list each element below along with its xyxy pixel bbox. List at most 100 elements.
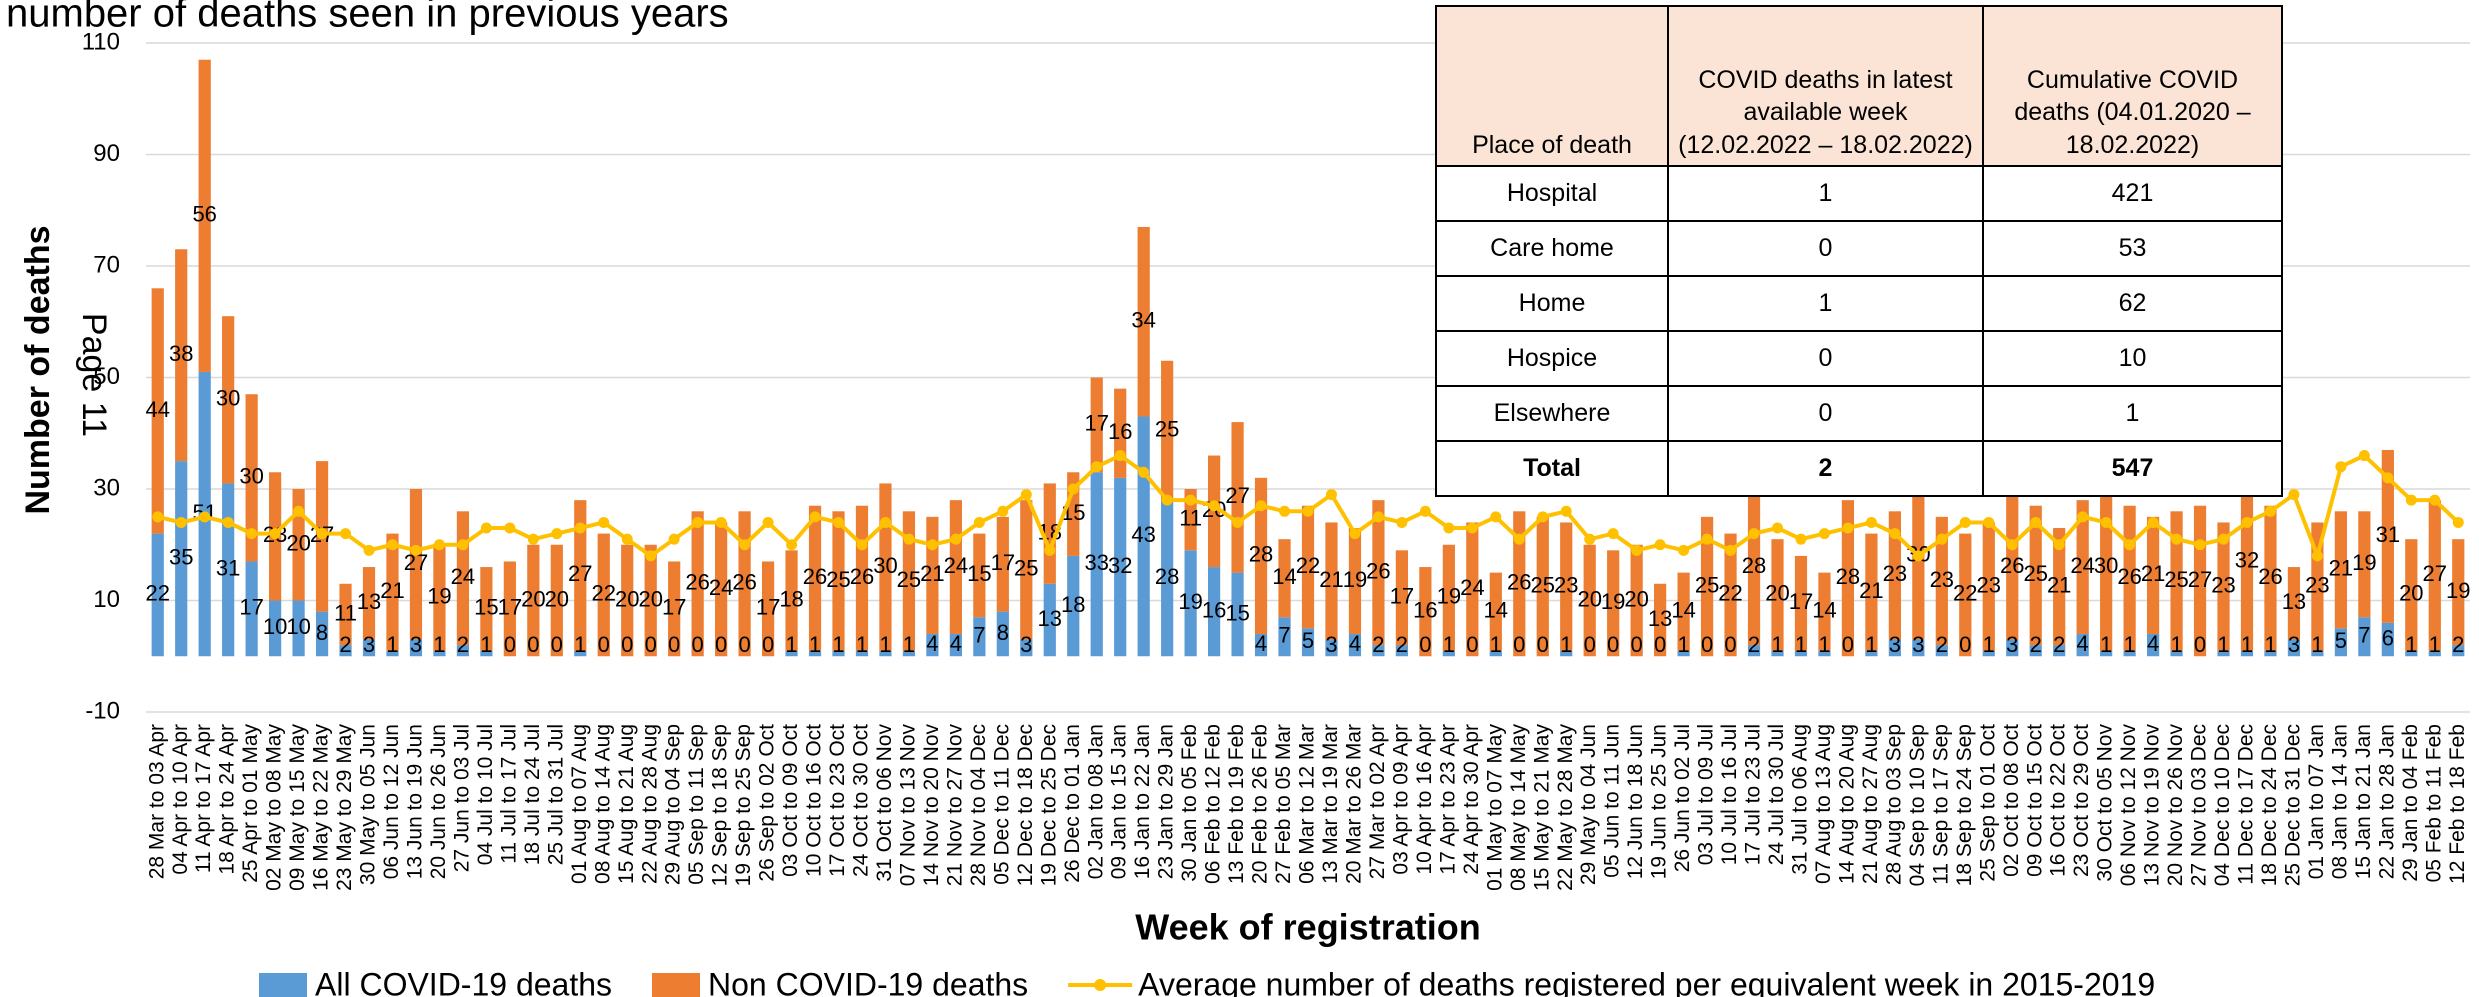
data-label: 17 <box>498 595 522 620</box>
data-label: 43 <box>1131 522 1155 547</box>
data-label: 1 <box>903 632 915 657</box>
x-tick-label: 16 Jan to 22 Jan <box>1131 724 1154 879</box>
x-tick-label: 27 Feb to 05 Mar <box>1272 724 1295 884</box>
data-label: 27 <box>2423 561 2447 586</box>
data-label: 19 <box>2352 550 2376 575</box>
bar-segment <box>2076 633 2089 657</box>
data-label: 1 <box>1983 632 1995 657</box>
x-tick-label: 20 Mar to 26 Mar <box>1342 724 1365 884</box>
data-label: 19 <box>1343 567 1367 592</box>
data-label: 24 <box>2070 553 2094 578</box>
bar-segment <box>1536 516 1549 657</box>
bar-segment <box>1841 500 1855 657</box>
data-label: 13 <box>357 589 381 614</box>
bar-segment <box>2217 650 2230 657</box>
average-marker <box>2030 516 2042 528</box>
data-label: 1 <box>433 632 445 657</box>
bar-segment <box>1137 226 1150 417</box>
data-label: 35 <box>169 545 193 570</box>
chart-title: number of deaths seen in previous years <box>6 0 729 36</box>
average-marker <box>1912 550 1924 562</box>
data-label: 5 <box>1302 628 1314 653</box>
data-label: 17 <box>1390 584 1414 609</box>
data-label: 25 <box>1155 416 1179 441</box>
x-tick-label: 29 Aug to 04 Sep <box>662 724 685 885</box>
data-label: 21 <box>2329 556 2353 581</box>
data-label: 27 <box>1225 483 1249 508</box>
data-label: 1 <box>1443 632 1455 657</box>
data-label: 4 <box>2077 631 2089 656</box>
x-tick-label: 26 Jun to 02 Jul <box>1671 724 1694 872</box>
bar-segment <box>2264 650 2277 657</box>
bar-segment <box>433 650 446 657</box>
x-tick-label: 03 Jul to 09 Jul <box>1695 724 1718 865</box>
average-marker <box>833 516 845 528</box>
data-label: 34 <box>1131 308 1155 333</box>
average-marker <box>2405 494 2417 506</box>
average-marker <box>1091 461 1103 473</box>
x-tick-label: 05 Dec to 11 Dec <box>990 724 1013 885</box>
x-tick-label: 18 Apr to 24 Apr <box>216 724 239 875</box>
data-label: 17 <box>239 595 263 620</box>
x-tick-label: 03 Oct to 09 Oct <box>779 724 802 877</box>
average-marker <box>457 539 469 551</box>
data-label: 11 <box>1179 505 1202 530</box>
data-label: 20 <box>1765 581 1789 606</box>
bar-segment <box>597 533 610 657</box>
x-tick-label: 22 May to 28 May <box>1554 724 1577 891</box>
bar-segment <box>2053 645 2066 657</box>
data-label: 0 <box>1466 632 1478 657</box>
bar-segment <box>1935 516 1948 646</box>
data-label: 24 <box>451 564 475 589</box>
data-label: 25 <box>826 567 850 592</box>
table-cell: 421 <box>1982 165 2283 222</box>
bar-segment <box>1677 572 1690 651</box>
data-label: 0 <box>1513 632 1525 657</box>
bar-segment <box>1231 422 1244 573</box>
x-tick-label: 13 Feb to 19 Feb <box>1225 724 1248 884</box>
data-label: 2 <box>339 632 351 657</box>
data-label: 21 <box>920 561 944 586</box>
y-tick-label: 10 <box>93 586 120 613</box>
average-marker <box>715 516 727 528</box>
data-label: 26 <box>685 570 709 595</box>
data-label: 0 <box>1537 632 1549 657</box>
data-label: 23 <box>1554 572 1578 597</box>
bar-segment <box>2428 650 2441 657</box>
bar-segment <box>480 567 493 651</box>
data-label: 32 <box>1108 553 1132 578</box>
average-marker <box>1818 528 1830 540</box>
bar-segment <box>2405 650 2418 657</box>
data-label: 1 <box>480 632 492 657</box>
average-marker <box>480 522 492 534</box>
bar-segment <box>1700 516 1714 657</box>
table-row: Hospital 1 421 <box>1435 165 2283 222</box>
x-tick-label: 02 Jan to 08 Jan <box>1084 724 1107 879</box>
average-marker <box>1889 528 1901 540</box>
x-tick-label: 16 May to 22 May <box>310 724 333 891</box>
data-label: 1 <box>2241 632 2253 657</box>
bar-segment <box>808 505 822 651</box>
x-tick-label: 17 Jul to 23 Jul <box>1742 724 1765 865</box>
bar-segment <box>1090 472 1103 657</box>
data-label: 31 <box>2376 522 2400 547</box>
table-cell: 1 <box>1667 275 1984 332</box>
data-label: 23 <box>1977 572 2001 597</box>
data-label: 20 <box>638 586 662 611</box>
data-label: 25 <box>2023 561 2047 586</box>
data-label: 20 <box>521 586 545 611</box>
average-marker <box>1748 528 1760 540</box>
bar-segment <box>832 511 845 651</box>
bar-segment <box>1254 633 1268 657</box>
x-tick-label: 26 Dec to 01 Jan <box>1061 724 1084 883</box>
data-label: 1 <box>809 632 821 657</box>
average-marker <box>269 528 281 540</box>
average-marker <box>739 539 751 551</box>
data-label: 1 <box>1771 632 1783 657</box>
bar-segment <box>292 600 305 657</box>
bar-segment <box>1865 650 1878 657</box>
bar-segment <box>1419 567 1432 657</box>
average-marker <box>1654 539 1666 551</box>
data-label: 24 <box>1460 575 1484 600</box>
table-cell: Elsewhere <box>1435 385 1669 442</box>
